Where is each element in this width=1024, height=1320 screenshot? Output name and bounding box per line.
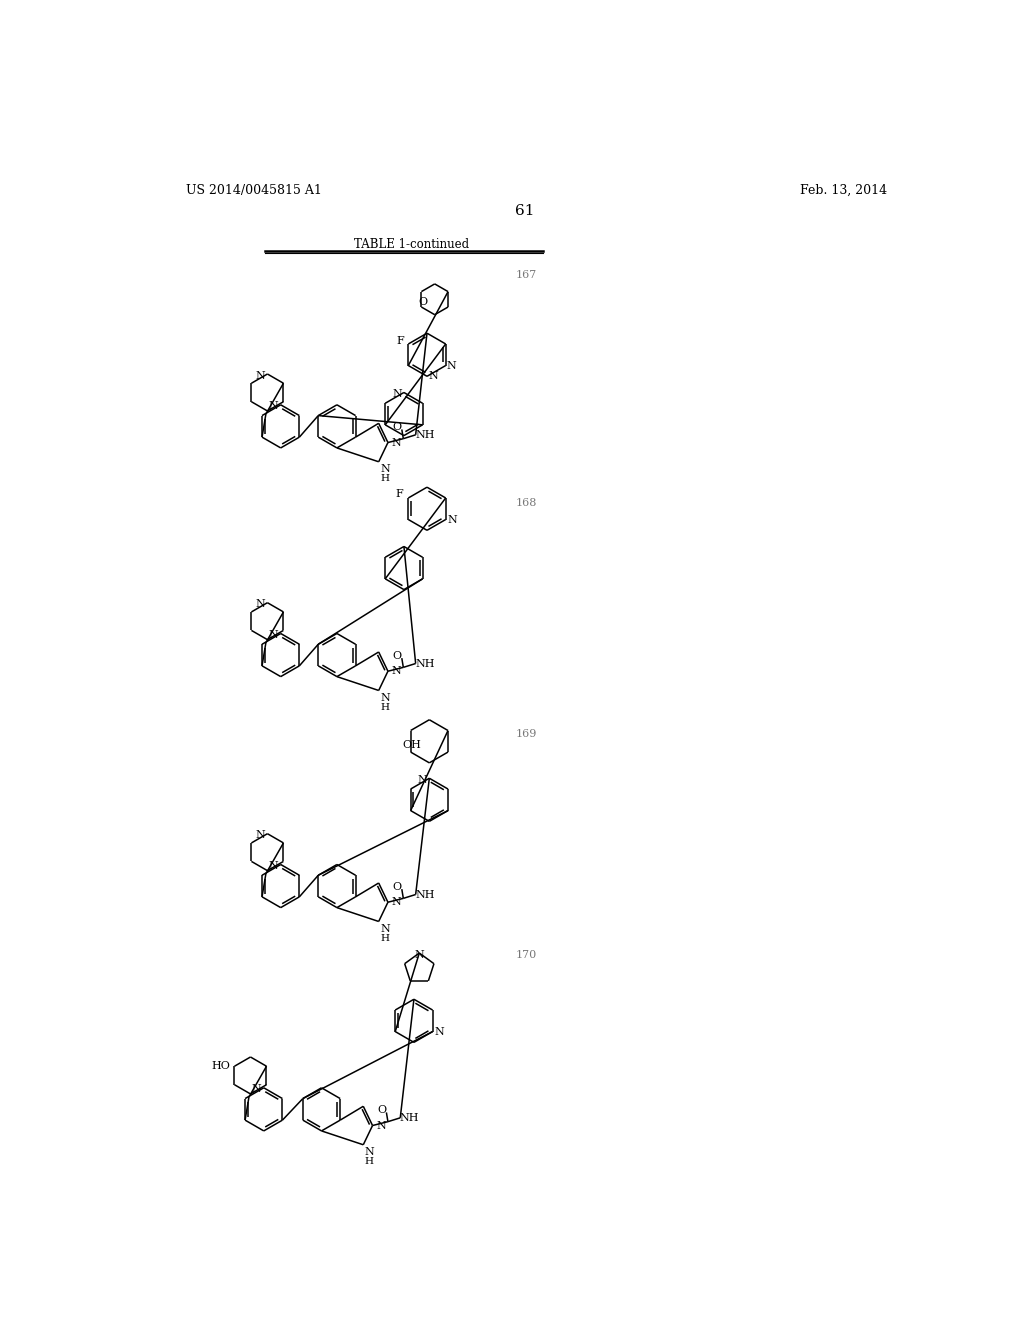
Text: N: N: [428, 371, 438, 381]
Text: H: H: [380, 474, 389, 483]
Text: N: N: [256, 830, 265, 841]
Text: O: O: [392, 651, 401, 661]
Text: N: N: [415, 950, 424, 961]
Text: 168: 168: [515, 499, 537, 508]
Text: O: O: [392, 422, 401, 432]
Text: O: O: [419, 297, 427, 306]
Text: NH: NH: [415, 659, 434, 668]
Text: 167: 167: [515, 271, 537, 280]
Text: N: N: [365, 1147, 375, 1158]
Text: N: N: [391, 667, 401, 676]
Text: N: N: [447, 515, 458, 524]
Text: NH: NH: [415, 430, 434, 440]
Text: 61: 61: [515, 203, 535, 218]
Text: Feb. 13, 2014: Feb. 13, 2014: [801, 185, 888, 197]
Text: N: N: [392, 389, 401, 399]
Text: N: N: [380, 465, 390, 474]
Text: N: N: [418, 775, 427, 785]
Text: N: N: [380, 924, 390, 935]
Text: 170: 170: [515, 950, 537, 961]
Text: N: N: [269, 401, 279, 412]
Text: N: N: [391, 437, 401, 447]
Text: N: N: [380, 693, 390, 704]
Text: H: H: [380, 704, 389, 711]
Text: HO: HO: [211, 1061, 230, 1072]
Text: NH: NH: [399, 1113, 419, 1123]
Text: US 2014/0045815 A1: US 2014/0045815 A1: [186, 185, 322, 197]
Text: N: N: [256, 371, 265, 380]
Text: F: F: [396, 335, 404, 346]
Text: OH: OH: [402, 741, 422, 750]
Text: H: H: [380, 935, 389, 942]
Text: N: N: [256, 599, 265, 610]
Text: N: N: [269, 861, 279, 871]
Text: N: N: [391, 898, 401, 907]
Text: N: N: [434, 1027, 444, 1036]
Text: O: O: [377, 1105, 386, 1115]
Text: H: H: [365, 1158, 374, 1166]
Text: N: N: [252, 1084, 262, 1094]
Text: 169: 169: [515, 730, 537, 739]
Text: O: O: [392, 882, 401, 892]
Text: N: N: [269, 630, 279, 640]
Text: F: F: [395, 490, 403, 499]
Text: N: N: [446, 360, 457, 371]
Text: NH: NH: [415, 890, 434, 899]
Text: N: N: [376, 1121, 386, 1130]
Text: TABLE 1-continued: TABLE 1-continued: [354, 238, 469, 251]
